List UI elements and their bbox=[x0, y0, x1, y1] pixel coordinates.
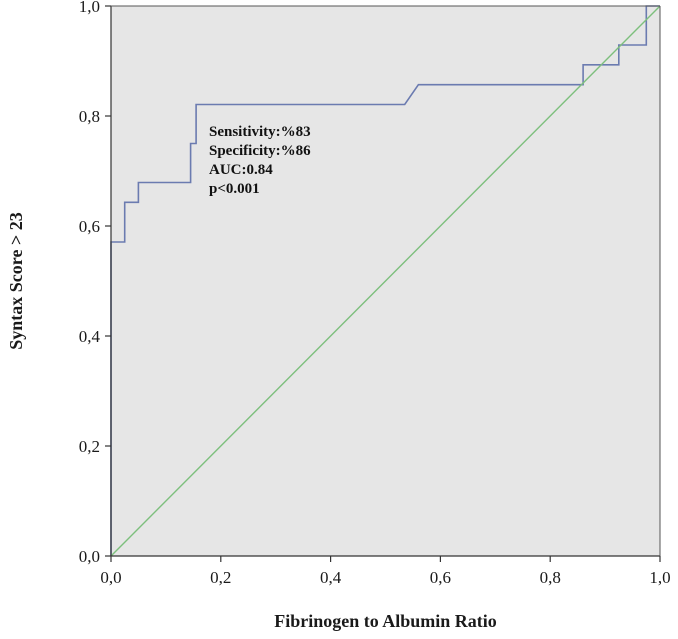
x-tick-label: 0,2 bbox=[210, 568, 231, 587]
series-layer bbox=[110, 5, 661, 557]
axes: 0,0 0,2 0,4 0,6 0,8 1,0 0,0 0,2 0,4 0,6 0,8 1,0 bbox=[79, 0, 671, 587]
roc-curve-line bbox=[110, 5, 660, 556]
annotation-line: Specificity:%86 bbox=[209, 143, 311, 159]
x-tick-label: 0,6 bbox=[430, 568, 451, 587]
y-tick-label: 0,4 bbox=[79, 327, 101, 346]
y-tick-label: 0,6 bbox=[79, 217, 100, 236]
x-tick-label: 0,8 bbox=[540, 568, 561, 587]
reference-diagonal-line bbox=[110, 5, 661, 557]
y-axis-title: Syntax Score > 23 bbox=[6, 212, 26, 349]
x-tick-label: 1,0 bbox=[649, 568, 670, 587]
x-axis-title: Fibrinogen to Albumin Ratio bbox=[274, 611, 497, 631]
y-tick-label: 0,8 bbox=[79, 107, 100, 126]
annotation-box: Sensitivity:%83 Specificity:%86 AUC:0.84 p<… bbox=[209, 124, 311, 197]
x-tick-label: 0,0 bbox=[100, 568, 121, 587]
y-tick-label: 0,2 bbox=[79, 437, 100, 456]
y-tick-label: 1,0 bbox=[79, 0, 100, 16]
annotation-line: Sensitivity:%83 bbox=[209, 124, 311, 140]
annotation-line: p<0.001 bbox=[209, 181, 260, 197]
y-tick-label: 0,0 bbox=[79, 547, 100, 566]
x-tick-label: 0,4 bbox=[320, 568, 342, 587]
annotation-line: AUC:0.84 bbox=[209, 162, 273, 178]
